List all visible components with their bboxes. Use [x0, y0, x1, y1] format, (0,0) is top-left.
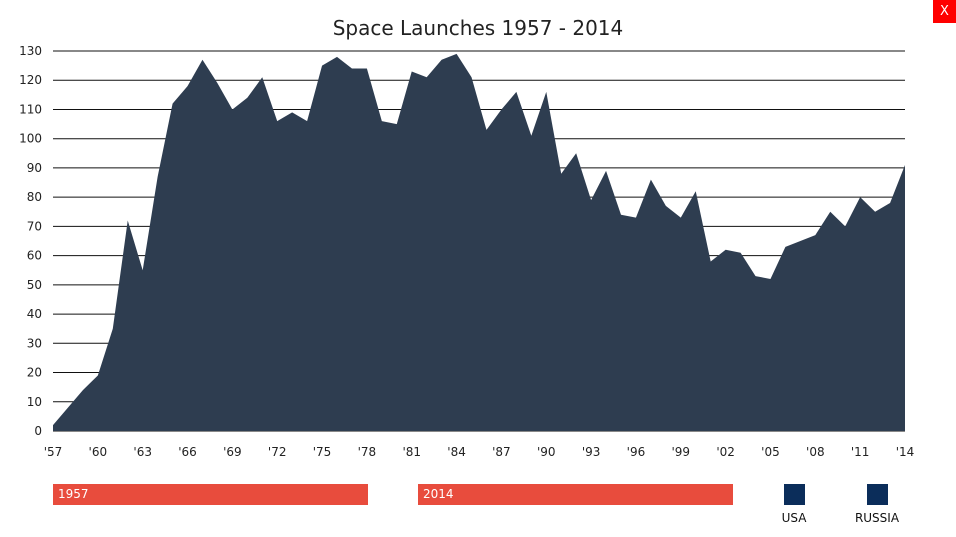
x-tick-label: '57 — [44, 445, 63, 459]
legend-label-russia: RUSSIA — [854, 511, 900, 525]
x-tick-label: '93 — [582, 445, 601, 459]
y-tick-label: 10 — [27, 395, 42, 409]
y-tick-label: 30 — [27, 336, 42, 350]
chart-title: Space Launches 1957 - 2014 — [333, 16, 624, 40]
x-tick-label: '63 — [133, 445, 152, 459]
range-end-bar[interactable]: 2014 — [418, 484, 733, 505]
x-tick-label: '08 — [806, 445, 825, 459]
x-tick-label: '11 — [851, 445, 870, 459]
y-tick-label: 80 — [27, 190, 42, 204]
y-tick-label: 40 — [27, 307, 42, 321]
close-button[interactable]: X — [933, 0, 956, 23]
x-tick-label: '66 — [178, 445, 197, 459]
x-tick-label: '69 — [223, 445, 242, 459]
y-tick-label: 130 — [19, 44, 42, 58]
x-tick-label: '96 — [627, 445, 646, 459]
range-start-bar[interactable]: 1957 — [53, 484, 368, 505]
x-tick-label: '05 — [761, 445, 780, 459]
y-tick-label: 100 — [19, 132, 42, 146]
legend-item-usa[interactable]: USA — [775, 484, 813, 525]
x-tick-label: '90 — [537, 445, 556, 459]
x-tick-label: '02 — [716, 445, 735, 459]
area-series — [53, 53, 905, 432]
y-tick-label: 110 — [19, 102, 42, 116]
x-tick-label: '87 — [492, 445, 511, 459]
legend-item-russia[interactable]: RUSSIA — [849, 484, 905, 525]
x-tick-label: '72 — [268, 445, 287, 459]
y-tick-label: 90 — [27, 161, 42, 175]
x-tick-label: '84 — [447, 445, 466, 459]
y-tick-label: 20 — [27, 366, 42, 380]
y-tick-label: 60 — [27, 249, 42, 263]
x-axis-ticks: '57 '60 '63 '66 '69 '72 '75 '78 '81 '84 '87 '90 '93 '… — [44, 445, 915, 459]
launches-area — [53, 53, 905, 432]
x-tick-label: '78 — [358, 445, 377, 459]
x-tick-label: '99 — [672, 445, 691, 459]
y-axis-ticks: 0 10 20 30 40 50 60 70 80 90 100 110 120 130 — [19, 44, 42, 438]
y-tick-label: 120 — [19, 73, 42, 87]
x-tick-label: '60 — [89, 445, 108, 459]
y-tick-label: 50 — [27, 278, 42, 292]
legend-swatch-usa — [783, 484, 805, 505]
legend-label-usa: USA — [781, 511, 807, 525]
y-tick-label: 0 — [34, 424, 42, 438]
y-tick-label: 70 — [27, 219, 42, 233]
x-tick-label: '75 — [313, 445, 332, 459]
legend-swatch-russia — [866, 484, 888, 505]
x-tick-label: '14 — [896, 445, 915, 459]
x-tick-label: '81 — [402, 445, 421, 459]
